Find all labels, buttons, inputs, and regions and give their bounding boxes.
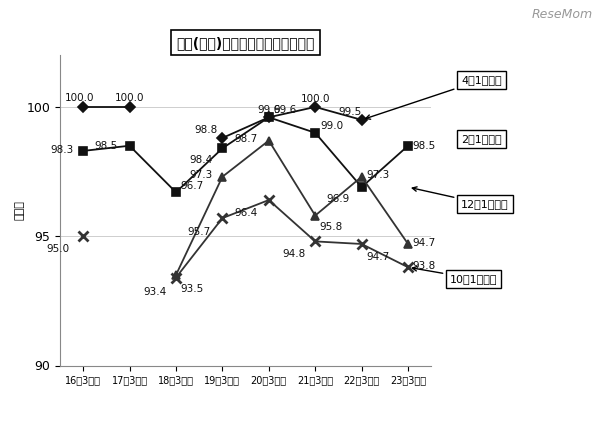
Text: 100.0: 100.0 xyxy=(301,94,330,104)
Text: 94.7: 94.7 xyxy=(366,252,389,262)
Text: 98.8: 98.8 xyxy=(195,125,218,135)
Text: 4月1日現在: 4月1日現在 xyxy=(366,75,501,119)
Text: 95.0: 95.0 xyxy=(46,244,69,254)
Text: 100.0: 100.0 xyxy=(115,93,144,103)
Text: 100.0: 100.0 xyxy=(65,93,94,103)
Text: 99.0: 99.0 xyxy=(320,122,343,131)
Text: ReseMom: ReseMom xyxy=(532,8,593,22)
Text: 95.8: 95.8 xyxy=(320,222,343,232)
Text: 99.5: 99.5 xyxy=(338,107,362,117)
Text: 96.9: 96.9 xyxy=(327,194,350,204)
Text: 95.7: 95.7 xyxy=(187,227,211,237)
Y-axis label: （％）: （％） xyxy=(15,201,25,220)
Text: 93.8: 93.8 xyxy=(413,261,436,271)
Text: 98.4: 98.4 xyxy=(190,155,213,165)
Text: 99.6: 99.6 xyxy=(273,105,297,115)
Text: 10月1日現在: 10月1日現在 xyxy=(412,266,497,283)
Text: 97.3: 97.3 xyxy=(190,170,213,181)
Title: 就職(内定)率の推移（高専　男子）: 就職(内定)率の推移（高専 男子） xyxy=(176,36,315,50)
Text: 98.5: 98.5 xyxy=(413,141,436,151)
Text: 96.7: 96.7 xyxy=(180,181,204,191)
Text: 96.4: 96.4 xyxy=(234,208,257,218)
Text: 97.3: 97.3 xyxy=(366,170,389,181)
Text: 94.8: 94.8 xyxy=(283,249,306,259)
Text: 12月1日現在: 12月1日現在 xyxy=(412,187,509,209)
Text: 98.3: 98.3 xyxy=(50,144,74,155)
Text: 98.5: 98.5 xyxy=(95,141,118,151)
Text: 99.6: 99.6 xyxy=(257,105,280,115)
Text: 93.5: 93.5 xyxy=(180,284,204,294)
Text: 93.4: 93.4 xyxy=(143,287,167,297)
Text: 98.7: 98.7 xyxy=(234,134,257,144)
Text: 94.7: 94.7 xyxy=(413,238,436,248)
Text: 2月1日現在: 2月1日現在 xyxy=(461,134,501,144)
